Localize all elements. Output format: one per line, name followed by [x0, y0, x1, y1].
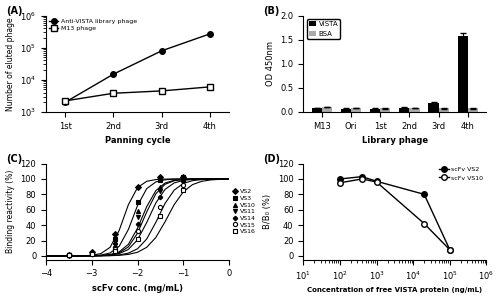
- scFv VS10: [359, 177, 365, 181]
- Y-axis label: Number of eluted phage: Number of eluted phage: [6, 17, 15, 111]
- VS3: [134, 200, 140, 204]
- VS15: [89, 253, 95, 256]
- X-axis label: scFv conc. (mg/mL): scFv conc. (mg/mL): [92, 284, 183, 293]
- VS11: [66, 253, 72, 257]
- VS10: [158, 185, 164, 188]
- Legend: scFv VS2, scFv VS10: scFv VS2, scFv VS10: [440, 167, 484, 181]
- Line: VS15: VS15: [67, 183, 186, 257]
- Line: Anti-VISTA library phage: Anti-VISTA library phage: [62, 31, 212, 105]
- VS11: [112, 243, 117, 247]
- Line: VS11: VS11: [67, 178, 186, 257]
- VS3: [112, 237, 117, 241]
- Bar: [410, 108, 420, 112]
- Text: (C): (C): [6, 154, 22, 164]
- VS16: [134, 237, 140, 241]
- VS16: [180, 189, 186, 192]
- Anti-VISTA library phage: [110, 72, 116, 76]
- Line: VS10: VS10: [67, 177, 186, 257]
- Legend: VISTA, BSA: VISTA, BSA: [307, 19, 340, 39]
- VS14: [134, 222, 140, 225]
- Bar: [399, 108, 409, 112]
- Anti-VISTA library phage: [158, 49, 164, 53]
- VS3: [158, 179, 164, 182]
- scFv VS2: [337, 177, 343, 181]
- Bar: [380, 109, 390, 112]
- Line: scFv VS2: scFv VS2: [337, 174, 452, 253]
- scFv VS2: [374, 179, 380, 183]
- VS11: [180, 178, 186, 181]
- Bar: [458, 36, 468, 112]
- M13 phage: [158, 89, 164, 93]
- Anti-VISTA library phage: [62, 100, 68, 104]
- scFv VS2: [359, 175, 365, 179]
- Line: M13 phage: M13 phage: [62, 84, 212, 104]
- VS16: [89, 253, 95, 256]
- VS10: [112, 240, 117, 244]
- VS14: [158, 196, 164, 199]
- X-axis label: Concentration of free VISTA protein (ng/mL): Concentration of free VISTA protein (ng/…: [308, 287, 482, 293]
- VS16: [158, 214, 164, 218]
- M13 phage: [110, 91, 116, 95]
- VS2: [180, 175, 186, 179]
- VS14: [66, 253, 72, 257]
- Bar: [428, 103, 438, 112]
- Y-axis label: B/B₀ (%): B/B₀ (%): [264, 194, 272, 229]
- VS2: [66, 253, 72, 257]
- scFv VS10: [374, 180, 380, 184]
- Bar: [322, 107, 332, 112]
- scFv VS2: [421, 193, 427, 196]
- Y-axis label: Binding reactivity (%): Binding reactivity (%): [6, 170, 15, 253]
- scFv VS2: [447, 248, 453, 251]
- VS10: [89, 251, 95, 255]
- scFv VS10: [421, 222, 427, 225]
- VS3: [89, 251, 95, 255]
- Text: (D): (D): [263, 154, 280, 164]
- VS16: [112, 249, 117, 252]
- VS2: [112, 233, 117, 236]
- Line: scFv VS10: scFv VS10: [337, 176, 452, 253]
- VS14: [89, 252, 95, 255]
- Bar: [438, 109, 449, 112]
- Line: VS2: VS2: [67, 175, 186, 257]
- Line: VS3: VS3: [67, 175, 186, 257]
- Line: VS16: VS16: [67, 188, 186, 257]
- VS11: [158, 190, 164, 193]
- VS11: [89, 252, 95, 255]
- VS10: [180, 177, 186, 181]
- Text: (A): (A): [6, 6, 22, 16]
- Legend: VS2, VS3, VS10, VS11, VS14, VS15, VS16: VS2, VS3, VS10, VS11, VS14, VS15, VS16: [232, 189, 256, 234]
- VS2: [158, 176, 164, 179]
- Bar: [341, 109, 351, 112]
- VS15: [158, 205, 164, 208]
- X-axis label: Panning cycle: Panning cycle: [104, 136, 170, 145]
- VS14: [112, 245, 117, 248]
- Anti-VISTA library phage: [207, 32, 213, 36]
- VS15: [112, 247, 117, 251]
- Bar: [312, 108, 322, 112]
- VS11: [134, 216, 140, 219]
- scFv VS10: [447, 248, 453, 251]
- Bar: [351, 108, 362, 112]
- X-axis label: Library phage: Library phage: [362, 136, 428, 145]
- Y-axis label: OD 450nm: OD 450nm: [266, 41, 275, 86]
- VS10: [66, 253, 72, 257]
- Legend: Anti-VISTA library phage, M13 phage: Anti-VISTA library phage, M13 phage: [49, 19, 137, 31]
- Line: VS14: VS14: [67, 179, 186, 257]
- VS15: [180, 183, 186, 187]
- VS14: [180, 179, 186, 183]
- Bar: [468, 109, 478, 112]
- VS2: [134, 185, 140, 188]
- VS10: [134, 210, 140, 213]
- VS3: [180, 176, 186, 179]
- VS3: [66, 253, 72, 257]
- VS15: [66, 253, 72, 257]
- M13 phage: [62, 99, 68, 103]
- Text: (B): (B): [263, 6, 280, 16]
- VS2: [89, 250, 95, 254]
- scFv VS10: [337, 181, 343, 184]
- M13 phage: [207, 85, 213, 89]
- VS15: [134, 230, 140, 233]
- Bar: [370, 109, 380, 112]
- VS16: [66, 253, 72, 257]
